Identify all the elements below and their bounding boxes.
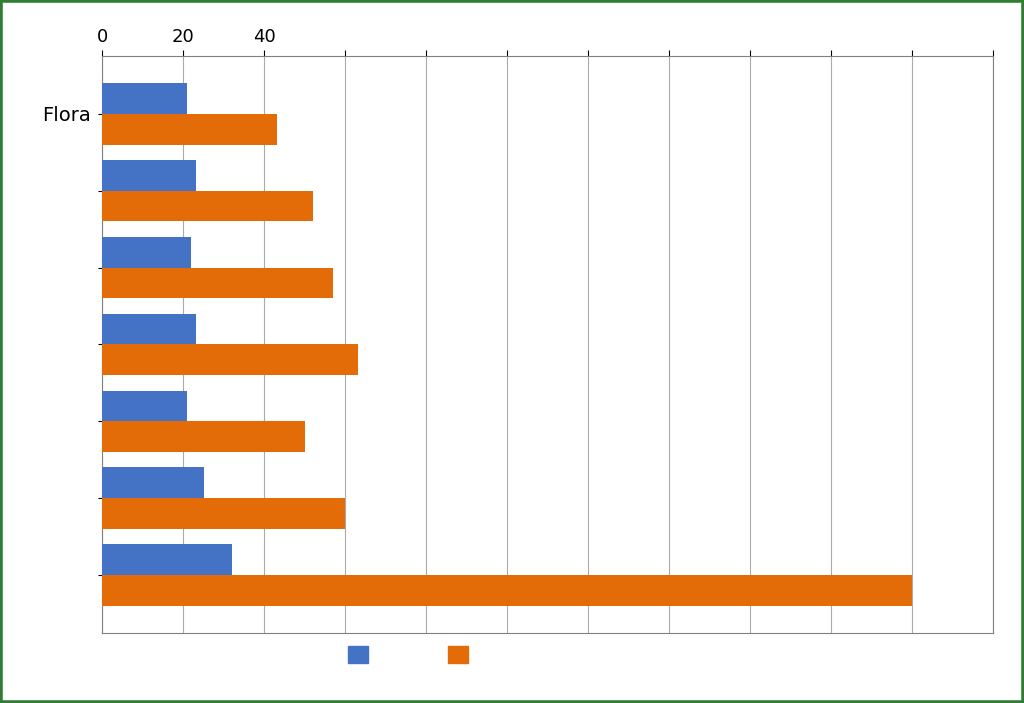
Bar <box>102 467 204 498</box>
Bar <box>102 391 187 421</box>
Bar <box>102 344 357 375</box>
Bar <box>102 114 276 145</box>
Bar <box>102 575 912 606</box>
Bar <box>102 268 333 298</box>
Bar <box>102 160 196 191</box>
Bar <box>102 191 313 221</box>
Bar <box>102 544 232 575</box>
Bar <box>102 498 345 529</box>
Bar <box>102 314 196 344</box>
Legend: , : , <box>341 639 487 671</box>
Bar <box>102 237 191 268</box>
Bar <box>102 421 305 452</box>
Bar <box>102 83 187 114</box>
